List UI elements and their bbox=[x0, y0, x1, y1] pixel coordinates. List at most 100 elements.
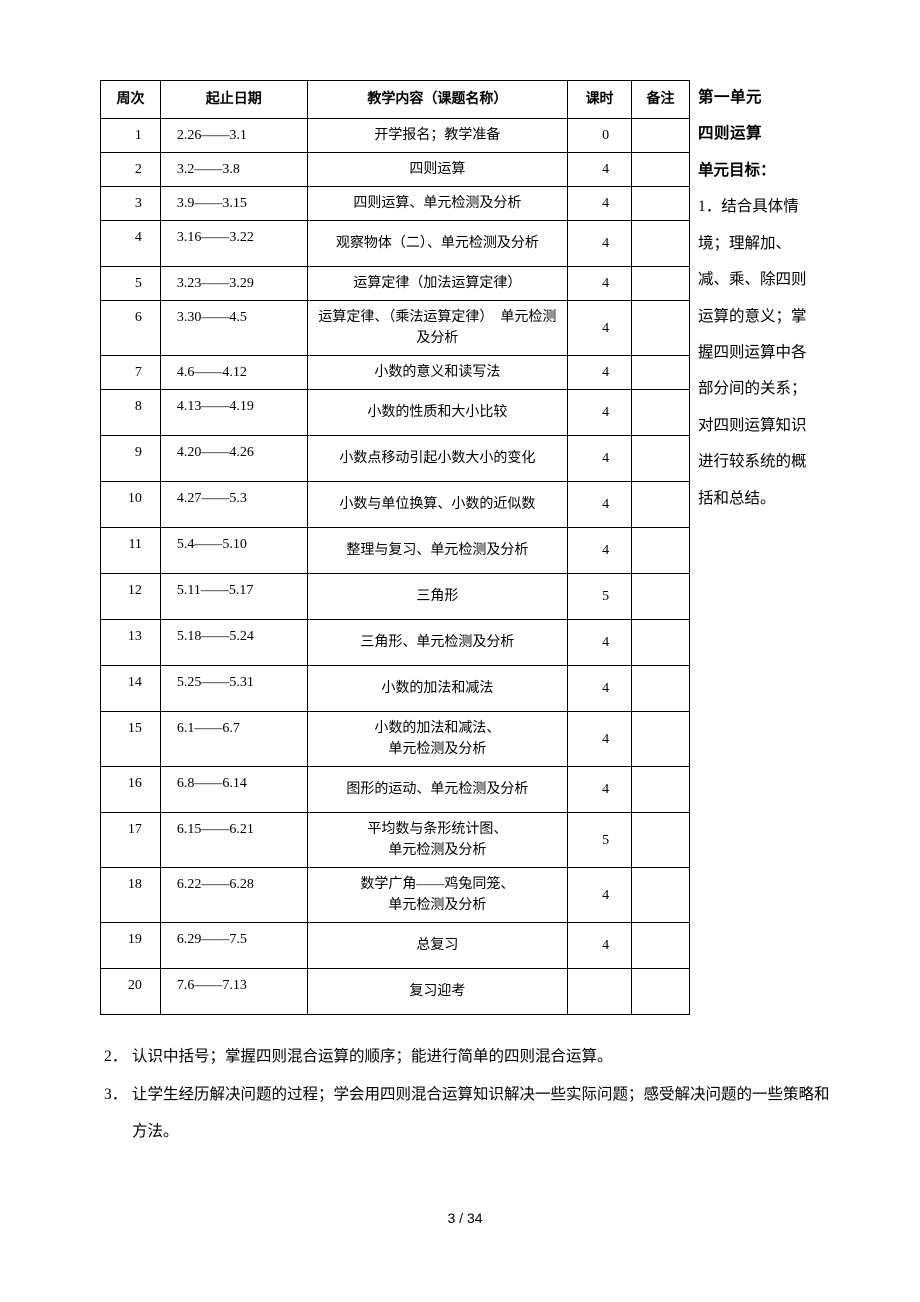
table-row: 12.26——3.1开学报名；教学准备0 bbox=[101, 119, 690, 153]
cell-note bbox=[632, 301, 690, 356]
table-row: 186.22——6.28数学广角——鸡兔同笼、单元检测及分析4 bbox=[101, 868, 690, 923]
cell-content: 小数的意义和读写法 bbox=[307, 356, 567, 390]
cell-content: 小数与单位换算、小数的近似数 bbox=[307, 482, 567, 528]
cell-note bbox=[632, 356, 690, 390]
cell-week: 10 bbox=[101, 482, 161, 528]
cell-content: 整理与复习、单元检测及分析 bbox=[307, 528, 567, 574]
table-row: 63.30——4.5运算定律、（乘法运算定律） 单元检测及分析4 bbox=[101, 301, 690, 356]
cell-date: 3.2——3.8 bbox=[160, 153, 307, 187]
cell-content: 小数点移动引起小数大小的变化 bbox=[307, 436, 567, 482]
cell-note bbox=[632, 119, 690, 153]
cell-hours: 4 bbox=[568, 187, 632, 221]
cell-content: 小数的加法和减法、单元检测及分析 bbox=[307, 712, 567, 767]
unit-title-1: 第一单元 bbox=[698, 80, 820, 116]
cell-content: 开学报名；教学准备 bbox=[307, 119, 567, 153]
cell-hours: 4 bbox=[568, 267, 632, 301]
table-row: 23.2——3.8四则运算4 bbox=[101, 153, 690, 187]
cell-content: 平均数与条形统计图、单元检测及分析 bbox=[307, 813, 567, 868]
cell-note bbox=[632, 482, 690, 528]
header-content: 教学内容（课题名称） bbox=[307, 81, 567, 119]
cell-note bbox=[632, 390, 690, 436]
cell-week: 8 bbox=[101, 390, 161, 436]
cell-hours: 4 bbox=[568, 356, 632, 390]
cell-week: 12 bbox=[101, 574, 161, 620]
cell-hours: 4 bbox=[568, 868, 632, 923]
cell-note bbox=[632, 267, 690, 301]
cell-content: 数学广角——鸡兔同笼、单元检测及分析 bbox=[307, 868, 567, 923]
cell-date: 6.8——6.14 bbox=[160, 767, 307, 813]
cell-date: 7.6——7.13 bbox=[160, 969, 307, 1015]
cell-week: 13 bbox=[101, 620, 161, 666]
cell-note bbox=[632, 528, 690, 574]
cell-content: 运算定律（加法运算定律） bbox=[307, 267, 567, 301]
cell-hours: 4 bbox=[568, 923, 632, 969]
table-row: 125.11——5.17三角形5 bbox=[101, 574, 690, 620]
table-row: 94.20——4.26小数点移动引起小数大小的变化4 bbox=[101, 436, 690, 482]
cell-week: 17 bbox=[101, 813, 161, 868]
cell-hours: 4 bbox=[568, 436, 632, 482]
cell-content: 小数的加法和减法 bbox=[307, 666, 567, 712]
cell-week: 4 bbox=[101, 221, 161, 267]
cell-week: 19 bbox=[101, 923, 161, 969]
cell-week: 7 bbox=[101, 356, 161, 390]
cell-date: 3.30——4.5 bbox=[160, 301, 307, 356]
cell-date: 4.13——4.19 bbox=[160, 390, 307, 436]
goal-item-1: 1．结合具体情境；理解加、减、乘、除四则运算的意义；掌握四则运算中各部分间的关系… bbox=[698, 189, 820, 517]
table-row: 166.8——6.14图形的运动、单元检测及分析4 bbox=[101, 767, 690, 813]
cell-date: 3.9——3.15 bbox=[160, 187, 307, 221]
table-row: 145.25——5.31小数的加法和减法4 bbox=[101, 666, 690, 712]
table-header-row: 周次 起止日期 教学内容（课题名称） 课时 备注 bbox=[101, 81, 690, 119]
cell-date: 3.23——3.29 bbox=[160, 267, 307, 301]
table-row: 53.23——3.29运算定律（加法运算定律）4 bbox=[101, 267, 690, 301]
table-row: 135.18——5.24三角形、单元检测及分析4 bbox=[101, 620, 690, 666]
cell-week: 3 bbox=[101, 187, 161, 221]
cell-date: 2.26——3.1 bbox=[160, 119, 307, 153]
cell-hours: 4 bbox=[568, 620, 632, 666]
cell-week: 2 bbox=[101, 153, 161, 187]
header-date: 起止日期 bbox=[160, 81, 307, 119]
cell-date: 6.29——7.5 bbox=[160, 923, 307, 969]
cell-content: 四则运算、单元检测及分析 bbox=[307, 187, 567, 221]
cell-content: 观察物体（二）、单元检测及分析 bbox=[307, 221, 567, 267]
table-row: 196.29——7.5总复习4 bbox=[101, 923, 690, 969]
table-row: 74.6——4.12小数的意义和读写法4 bbox=[101, 356, 690, 390]
cell-hours: 5 bbox=[568, 813, 632, 868]
cell-hours bbox=[568, 969, 632, 1015]
cell-week: 15 bbox=[101, 712, 161, 767]
cell-note bbox=[632, 187, 690, 221]
cell-hours: 4 bbox=[568, 153, 632, 187]
cell-hours: 4 bbox=[568, 528, 632, 574]
cell-content: 运算定律、（乘法运算定律） 单元检测及分析 bbox=[307, 301, 567, 356]
table-row: 33.9——3.15四则运算、单元检测及分析4 bbox=[101, 187, 690, 221]
cell-note bbox=[632, 969, 690, 1015]
schedule-table: 周次 起止日期 教学内容（课题名称） 课时 备注 12.26——3.1开学报名；… bbox=[100, 80, 690, 1015]
cell-note bbox=[632, 620, 690, 666]
cell-date: 4.27——5.3 bbox=[160, 482, 307, 528]
table-row: 207.6——7.13复习迎考 bbox=[101, 969, 690, 1015]
cell-note bbox=[632, 767, 690, 813]
cell-note bbox=[632, 813, 690, 868]
cell-content: 小数的性质和大小比较 bbox=[307, 390, 567, 436]
unit-goals-label: 单元目标： bbox=[698, 153, 820, 189]
cell-hours: 0 bbox=[568, 119, 632, 153]
goal-text: 让学生经历解决问题的过程；学会用四则混合运算知识解决一些实际问题；感受解决问题的… bbox=[132, 1077, 830, 1150]
cell-week: 20 bbox=[101, 969, 161, 1015]
cell-week: 14 bbox=[101, 666, 161, 712]
cell-date: 5.18——5.24 bbox=[160, 620, 307, 666]
cell-week: 9 bbox=[101, 436, 161, 482]
cell-content: 图形的运动、单元检测及分析 bbox=[307, 767, 567, 813]
goal-1-number: 1． bbox=[698, 198, 721, 215]
cell-hours: 4 bbox=[568, 712, 632, 767]
side-text-block: 第一单元 四则运算 单元目标： 1．结合具体情境；理解加、减、乘、除四则运算的意… bbox=[690, 80, 820, 517]
cell-note bbox=[632, 868, 690, 923]
cell-hours: 4 bbox=[568, 482, 632, 528]
goal-item: 2．认识中括号；掌握四则混合运算的顺序；能进行简单的四则混合运算。 bbox=[100, 1039, 830, 1075]
cell-content: 三角形、单元检测及分析 bbox=[307, 620, 567, 666]
cell-note bbox=[632, 221, 690, 267]
table-row: 115.4——5.10整理与复习、单元检测及分析4 bbox=[101, 528, 690, 574]
table-row: 176.15——6.21平均数与条形统计图、单元检测及分析5 bbox=[101, 813, 690, 868]
cell-note bbox=[632, 153, 690, 187]
goal-1-text: 结合具体情境；理解加、减、乘、除四则运算的意义；掌握四则运算中各部分间的关系；对… bbox=[698, 198, 807, 506]
cell-note bbox=[632, 574, 690, 620]
table-row: 156.1——6.7小数的加法和减法、单元检测及分析4 bbox=[101, 712, 690, 767]
